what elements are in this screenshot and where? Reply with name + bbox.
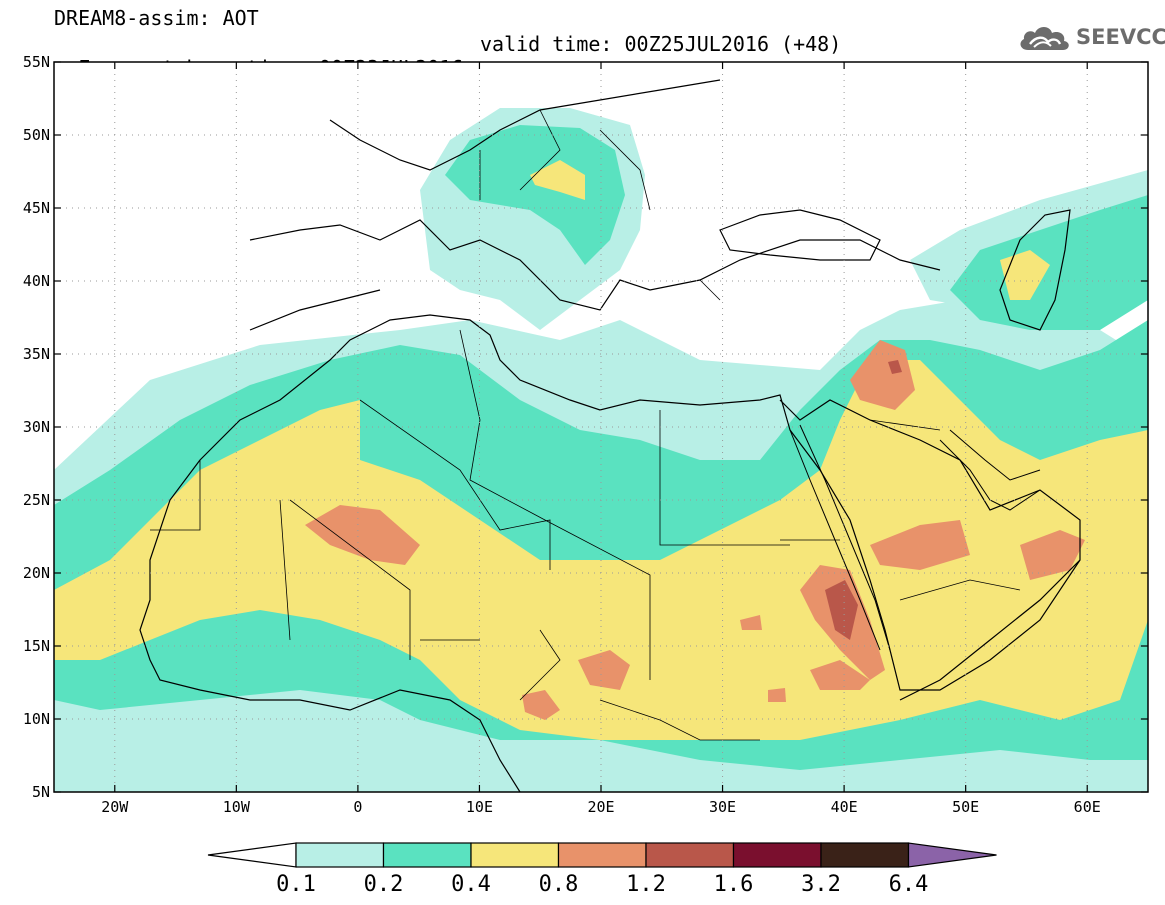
lon-label: 20E (587, 798, 614, 816)
aot-band-0.8-iraq (850, 340, 915, 410)
lat-label: 45N (23, 199, 50, 217)
colorbar-box (732, 842, 822, 868)
lon-label: 40E (831, 798, 858, 816)
aot-band-0.8-oman (1020, 530, 1085, 580)
lat-label: 35N (23, 345, 50, 363)
colorbar-label: 0.2 (364, 872, 404, 897)
colorbar-box (820, 842, 910, 868)
aot-contours (54, 79, 1148, 792)
lon-label: 60E (1074, 798, 1101, 816)
lon-label: 20W (101, 798, 129, 816)
longitude-labels: 20W 10W 0 10E 20E 30E 40E 50E 60E (101, 798, 1101, 816)
europe-coastline (249, 79, 941, 331)
colorbar-label: 6.4 (889, 872, 929, 897)
lat-label: 5N (32, 783, 50, 801)
seevccc-logo: SEEVCCC (1018, 22, 1165, 52)
colorbar-label: 0.1 (276, 872, 316, 897)
lat-label: 50N (23, 126, 50, 144)
colorbar-label: 3.2 (801, 872, 841, 897)
colorbar-box (557, 842, 647, 868)
gridlines (54, 61, 1148, 793)
aot-band-0.8-ethiopia (810, 660, 870, 690)
colorbar-box (295, 842, 385, 868)
lat-label: 15N (23, 637, 50, 655)
black-sea-coastline (719, 209, 881, 261)
lon-label: 30E (709, 798, 736, 816)
cloud-icon (1020, 27, 1069, 50)
lat-label: 40N (23, 272, 50, 290)
latitude-labels: 55N 50N 45N 40N 35N 30N 25N 20N 15N 10N 5N (23, 53, 50, 801)
colorbar-label: 1.2 (626, 872, 666, 897)
aot-band-0.8-sudan (740, 615, 762, 630)
aot-band-0.4-europe (530, 160, 585, 200)
aot-band-0.8-sahara (305, 505, 420, 565)
lon-label: 50E (952, 798, 979, 816)
africa-coastline (139, 314, 1081, 792)
aot-band-1.2-redsea (825, 580, 858, 640)
colorbar-max-arrow (907, 842, 997, 868)
aot-band-1.2-iraq (888, 360, 902, 374)
country-borders (150, 109, 1021, 741)
chart-title: DREAM8-assim: AOT (54, 6, 259, 30)
colorbar-label: 0.8 (539, 872, 579, 897)
colorbar-label: 1.6 (714, 872, 754, 897)
aot-band-0.4-caspian (1000, 250, 1050, 300)
colorbar-box (382, 842, 472, 868)
caspian-coastline (999, 209, 1071, 331)
lon-label: 0 (353, 798, 362, 816)
lat-label: 10N (23, 710, 50, 728)
lat-label: 55N (23, 53, 50, 71)
aot-band-0.8-lake-chad (522, 690, 560, 720)
colorbar-box (645, 842, 735, 868)
aot-band-0.2-caspian (950, 195, 1148, 330)
colorbar-box (470, 842, 560, 868)
aot-band-0.8-arabia (870, 520, 970, 570)
lon-label: 10W (223, 798, 251, 816)
lon-label: 10E (466, 798, 493, 816)
lat-label: 30N (23, 418, 50, 436)
colorbar: 0.1 0.2 0.4 0.8 1.2 1.6 3.2 6.4 (207, 842, 997, 897)
aot-band-0.8-sudan2 (768, 688, 786, 702)
lat-label: 25N (23, 491, 50, 509)
colorbar-min-arrow (207, 842, 297, 868)
aot-band-0.8-chad (578, 650, 630, 690)
aot-band-0.2-europe (445, 125, 625, 265)
valid-time: valid time: 00Z25JUL2016 (+48) (480, 32, 842, 56)
colorbar-label: 0.4 (451, 872, 491, 897)
lat-label: 20N (23, 564, 50, 582)
logo-text: SEEVCCC (1076, 25, 1165, 49)
